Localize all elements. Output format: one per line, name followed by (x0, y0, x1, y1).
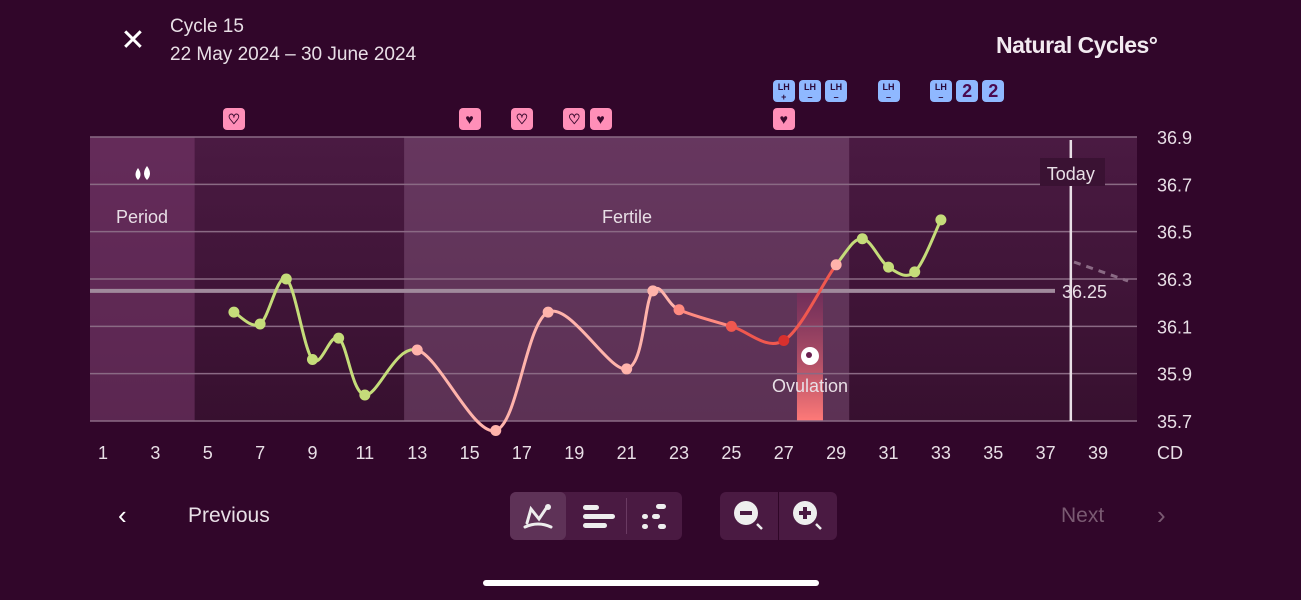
temperature-chart: 36.936.736.536.336.135.935.71 3 5 7 9 11 13 15 1… (90, 128, 1192, 463)
temperature-line-segment (495, 310, 550, 432)
temperature-point (542, 306, 554, 318)
x-tick-label: 3 (150, 443, 160, 463)
temperature-point (333, 332, 345, 344)
heart-filled-icon[interactable]: ♥ (772, 108, 795, 130)
ovulation-label: Ovulation (772, 376, 848, 396)
x-tick-label: 5 (203, 443, 213, 463)
temperature-point (621, 363, 633, 375)
temperature-point (778, 335, 790, 347)
x-tick-label: 39 (1088, 443, 1108, 463)
today-label-bg (1040, 158, 1105, 186)
x-tick-label: 11 (355, 443, 374, 463)
y-tick-label: 35.9 (1157, 365, 1192, 385)
coverline-label: 36.25 (1062, 282, 1107, 302)
x-tick-label: 23 (669, 443, 689, 463)
temperature-line-segment (782, 263, 838, 342)
lh-test-badge[interactable]: LH – (877, 80, 900, 102)
cycle-title: Cycle 15 (170, 16, 244, 37)
next-button[interactable]: Next (1061, 504, 1105, 527)
temperature-point (883, 261, 895, 273)
egg-yolk (806, 352, 812, 358)
x-tick-label: 25 (721, 443, 741, 463)
temperature-point (673, 304, 685, 316)
heart-filled-icon[interactable]: ♥ (458, 108, 481, 130)
previous-button[interactable]: Previous (188, 504, 270, 527)
y-tick-label: 35.7 (1157, 412, 1192, 432)
dots-icon (642, 504, 666, 529)
x-tick-label: 1 (98, 443, 108, 463)
fertile-label: Fertile (602, 207, 652, 227)
x-tick-label: 33 (931, 443, 951, 463)
y-tick-label: 36.7 (1157, 175, 1192, 195)
bars-view-button[interactable] (570, 492, 626, 540)
y-tick-label: 36.3 (1157, 270, 1192, 290)
x-tick-label: 9 (307, 443, 317, 463)
temperature-point (856, 233, 868, 245)
brand-logo: Natural Cycles° (996, 32, 1158, 58)
x-tick-label: 31 (879, 443, 899, 463)
lh-test-badge[interactable]: LH + (772, 80, 795, 102)
x-axis-label: CD (1157, 443, 1183, 463)
heart-outline-icon[interactable]: ♡ (510, 108, 533, 130)
cycle-date-range: 22 May 2024 – 30 June 2024 (170, 44, 417, 65)
temperature-point (935, 214, 947, 226)
close-button[interactable]: ✕ (120, 24, 146, 57)
today-label: Today (1047, 164, 1095, 184)
temperature-line-segment (416, 348, 497, 432)
drop (135, 168, 141, 180)
y-tick-label: 36.5 (1157, 223, 1192, 243)
count-badge[interactable]: 2 (982, 80, 1005, 102)
temperature-point (306, 353, 318, 365)
temperature-line-segment (547, 309, 627, 371)
heart-outline-icon[interactable]: ♡ (222, 108, 245, 130)
line-view-button[interactable] (510, 492, 566, 540)
x-tick-label: 35 (983, 443, 1003, 463)
zoom-in-icon (793, 501, 822, 530)
temperature-point (909, 266, 921, 278)
x-tick-label: 37 (1036, 443, 1056, 463)
x-tick-label: 27 (774, 443, 794, 463)
prediction-dashed-line (1073, 260, 1129, 283)
count-badge[interactable]: 2 (956, 80, 979, 102)
temperature-point (725, 320, 737, 332)
y-tick-label: 36.1 (1157, 317, 1192, 337)
x-tick-label: 13 (407, 443, 427, 463)
x-tick-label: 21 (617, 443, 637, 463)
zoom-controls (720, 492, 837, 540)
dots-view-button[interactable] (626, 498, 683, 534)
y-tick-label: 36.9 (1157, 128, 1192, 148)
x-tick-label: 15 (460, 443, 480, 463)
temperature-point (830, 259, 842, 271)
temperature-point (254, 318, 266, 330)
x-tick-label: 19 (564, 443, 584, 463)
temperature-point (490, 424, 502, 436)
line-chart-icon (523, 504, 553, 529)
view-switcher (510, 492, 682, 540)
zoom-in-button[interactable] (779, 492, 837, 540)
temperature-point (228, 306, 240, 318)
temperature-point (359, 389, 371, 401)
temperature-point (411, 344, 423, 356)
x-tick-label: 29 (826, 443, 846, 463)
lh-test-badge[interactable]: LH – (825, 80, 848, 102)
bars-icon (583, 505, 615, 528)
lh-test-badge[interactable]: LH – (798, 80, 821, 102)
previous-chevron-icon[interactable]: ‹ (118, 500, 127, 530)
zoom-out-button[interactable] (720, 492, 779, 540)
x-tick-label: 17 (512, 443, 532, 463)
lh-test-badge[interactable]: LH – (929, 80, 952, 102)
home-indicator[interactable] (483, 580, 819, 586)
zoom-out-icon (734, 501, 763, 530)
period-label: Period (116, 207, 168, 227)
temperature-point (280, 273, 292, 285)
temperature-point (647, 285, 659, 297)
x-tick-label: 7 (255, 443, 265, 463)
heart-outline-icon[interactable]: ♡ (563, 108, 586, 130)
next-chevron-icon[interactable]: › (1157, 500, 1166, 530)
drops-icon (135, 166, 150, 180)
drop (144, 166, 150, 180)
heart-filled-icon[interactable]: ♥ (589, 108, 612, 130)
